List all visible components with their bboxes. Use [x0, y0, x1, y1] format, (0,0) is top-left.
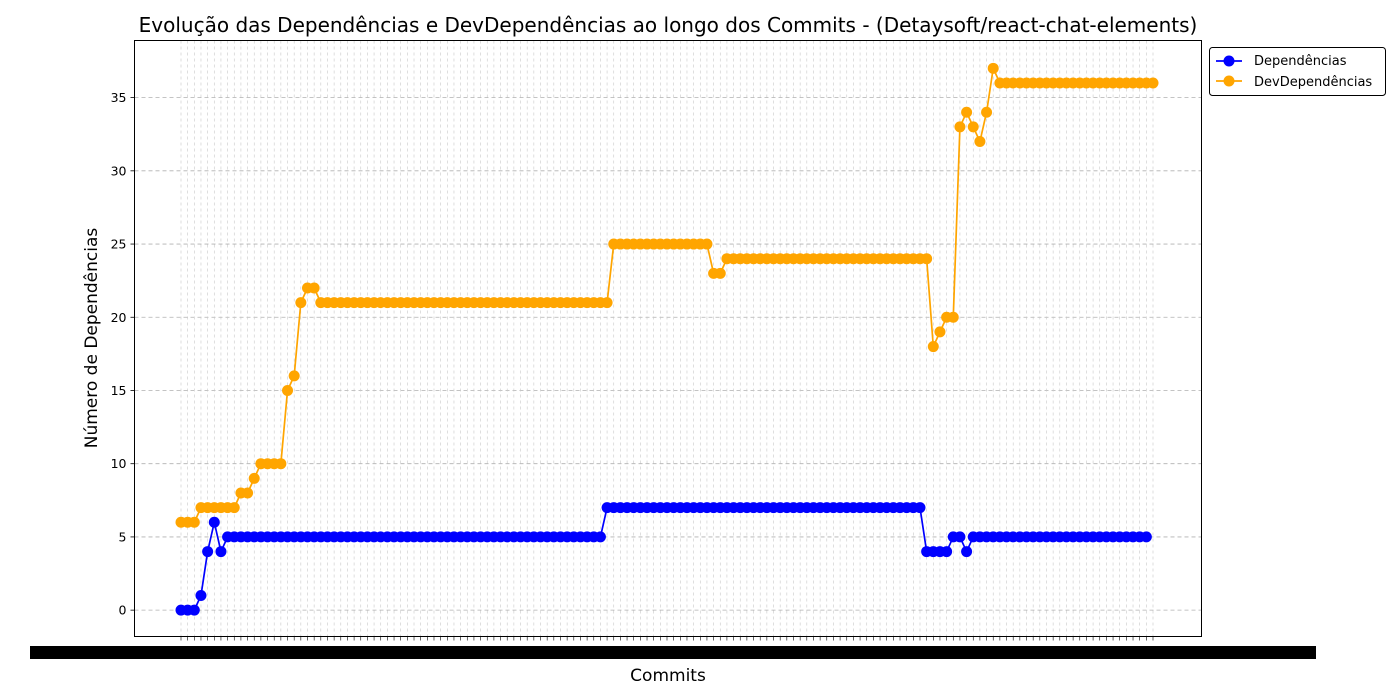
y-axis: 0 5 10 15 20 25 30 35 — [111, 90, 135, 618]
legend-marker-devdependencias — [1223, 75, 1235, 87]
legend-label-dependencias: Dependências — [1254, 54, 1347, 69]
series-devdependencias — [175, 62, 1159, 528]
point-devdependencias — [275, 458, 287, 470]
point-devdependencias — [961, 106, 973, 118]
point-devdependencias — [295, 297, 307, 309]
point-dependencias — [208, 516, 220, 528]
y-tick-label: 30 — [111, 163, 127, 178]
point-devdependencias — [188, 516, 200, 528]
y-axis-label: Número de Dependências — [82, 228, 102, 449]
point-devdependencias — [242, 487, 254, 499]
point-devdependencias — [954, 121, 966, 133]
chart-title: Evolução das Dependências e DevDependênc… — [139, 13, 1198, 37]
point-devdependencias — [967, 121, 979, 133]
point-devdependencias — [701, 238, 713, 250]
point-devdependencias — [927, 341, 939, 353]
legend-box — [1209, 47, 1386, 96]
series-layer — [175, 62, 1159, 616]
point-devdependencias — [934, 326, 946, 338]
y-tick-label: 5 — [119, 529, 127, 544]
point-dependencias — [215, 546, 227, 558]
point-dependencias — [954, 531, 966, 543]
y-tick-label: 10 — [111, 456, 127, 471]
point-devdependencias — [714, 267, 726, 279]
point-devdependencias — [974, 136, 986, 148]
point-devdependencias — [308, 282, 320, 294]
point-devdependencias — [288, 370, 300, 382]
point-devdependencias — [921, 253, 933, 265]
x-tick-labels-overlapping — [30, 646, 1316, 659]
legend-marker-dependencias — [1223, 55, 1235, 67]
series-dependencias — [175, 502, 1152, 616]
legend: Dependências DevDependências — [1209, 47, 1386, 96]
plot-frame — [134, 40, 1202, 637]
point-dependencias — [188, 604, 200, 616]
y-tick-label: 0 — [119, 603, 127, 618]
y-tick-label: 35 — [111, 90, 127, 105]
point-devdependencias — [1147, 77, 1159, 89]
point-devdependencias — [228, 502, 240, 514]
point-devdependencias — [981, 106, 993, 118]
x-axis — [30, 636, 1316, 659]
point-dependencias — [594, 531, 606, 543]
point-dependencias — [941, 546, 953, 558]
point-dependencias — [961, 546, 973, 558]
point-dependencias — [914, 502, 926, 514]
point-devdependencias — [248, 472, 260, 484]
x-axis-label: Commits — [630, 666, 706, 686]
point-dependencias — [1140, 531, 1152, 543]
legend-label-devdependencias: DevDependências — [1254, 75, 1372, 90]
point-devdependencias — [947, 311, 959, 323]
point-devdependencias — [601, 297, 613, 309]
y-tick-label: 25 — [111, 237, 127, 252]
y-tick-label: 15 — [111, 383, 127, 398]
point-devdependencias — [282, 384, 294, 396]
point-devdependencias — [987, 62, 999, 74]
point-dependencias — [195, 590, 207, 601]
point-dependencias — [202, 546, 214, 558]
y-tick-label: 20 — [111, 310, 127, 325]
